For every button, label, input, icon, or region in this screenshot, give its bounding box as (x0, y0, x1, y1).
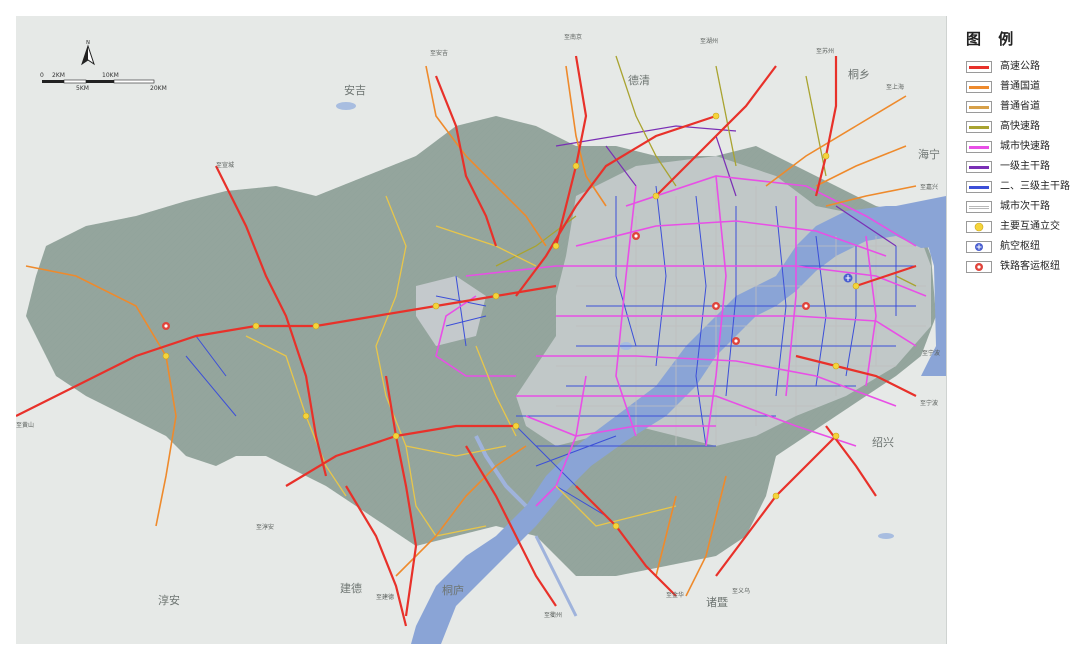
north-arrow: N (78, 38, 98, 68)
expressways (16, 55, 917, 627)
primary-trunk-roads (555, 125, 897, 247)
scale-label-10km: 10KM (102, 72, 119, 79)
place-tongxiang: 桐乡 (848, 68, 870, 81)
exit-label: 至苏州 (816, 48, 835, 55)
exit-label: 至宁波 (922, 350, 941, 357)
place-chunan: 淳安 (158, 594, 180, 607)
trunk-roads (185, 185, 916, 517)
legend-item-national-road: 普通国道 (966, 80, 1078, 94)
exit-label: 至嘉兴 (920, 184, 939, 191)
rail-hub-markers (162, 232, 810, 345)
exit-label: 至淳安 (256, 524, 275, 531)
place-zhuji: 诸暨 (706, 596, 728, 609)
exit-label: 至宣城 (216, 162, 235, 169)
exit-label: 至金华 (666, 592, 685, 599)
road-network-map[interactable] (16, 16, 946, 644)
highspeed-roads (495, 55, 917, 287)
legend-item-highspeed-road: 高快速路 (966, 120, 1078, 134)
exit-label: 至安吉 (430, 50, 449, 57)
place-haining: 海宁 (918, 148, 940, 161)
place-shaoxing: 绍兴 (872, 436, 894, 449)
exit-label: 至南京 (564, 34, 583, 41)
legend-item-provincial-road: 普通省道 (966, 100, 1078, 114)
scale-label-2km: 2KM (52, 72, 65, 79)
exit-label: 至衢州 (544, 612, 563, 619)
exit-label: 至宁波 (920, 400, 939, 407)
place-tonglu: 桐庐 (442, 584, 464, 597)
urban-expressways (435, 175, 927, 507)
legend-item-rail-hub: 铁路客运枢纽 (966, 260, 1078, 274)
legend-item-urban-secondary: 城市次干路 (966, 200, 1078, 214)
north-label: N (86, 40, 90, 46)
scale-label-0: 0 (40, 72, 44, 79)
legend-title: 图 例 (966, 30, 1020, 48)
legend-item-primary-trunk: 一级主干路 (966, 160, 1078, 174)
legend-item-expressway: 高速公路 (966, 60, 1078, 74)
legend-item-airport: 航空枢纽 (966, 240, 1078, 254)
scale-bar: 0 2KM 10KM 5KM 20KM (38, 72, 168, 106)
exit-label: 至建德 (376, 594, 395, 601)
airport-icon (975, 243, 983, 251)
interchange-icon (974, 222, 984, 232)
legend-item-interchange: 主要互通立交 (966, 220, 1078, 234)
place-deqing: 德清 (628, 74, 650, 87)
rail-hub-icon (975, 263, 983, 271)
place-jiande: 建德 (340, 582, 362, 595)
legend-item-secondary-trunk: 二、三级主干路 (966, 180, 1078, 194)
map-legend: 图 例 高速公路 普通国道 普通省道 高快速路 城市快速路 一级主干路 二、三级… (958, 24, 1076, 274)
scale-label-5km: 5KM (76, 85, 89, 92)
place-anji: 安吉 (344, 84, 366, 97)
airport-marker (843, 273, 853, 283)
exit-label: 至黄山 (16, 422, 35, 429)
interchange-markers (162, 112, 860, 530)
scale-label-20km: 20KM (150, 85, 167, 92)
legend-item-urban-expressway: 城市快速路 (966, 140, 1078, 154)
exit-label: 至义乌 (732, 588, 751, 595)
map-canvas[interactable]: N 0 2KM 10KM 5KM 20KM 安吉 德清 桐乡 海宁 绍兴 诸暨 … (16, 16, 947, 644)
exit-label: 至湖州 (700, 38, 719, 45)
exit-label: 至上海 (886, 84, 905, 91)
